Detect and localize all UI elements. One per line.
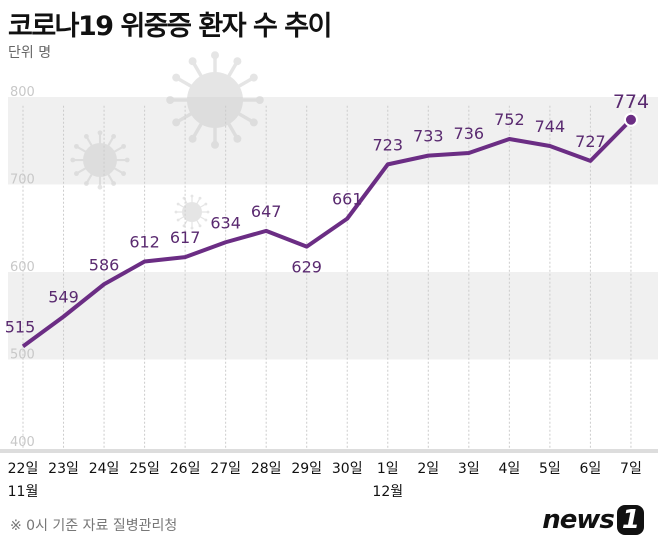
y-tick-label: 800 <box>10 85 35 100</box>
x-tick-label: 22일 <box>8 461 39 477</box>
data-label: 549 <box>48 288 79 307</box>
y-tick-label: 700 <box>10 173 35 188</box>
y-tick-label: 400 <box>10 435 35 450</box>
data-label: 733 <box>413 127 444 146</box>
data-label: 617 <box>170 228 201 247</box>
x-tick-label: 23일 <box>48 461 79 477</box>
data-label: 629 <box>291 258 322 277</box>
x-tick-label: 30일 <box>332 461 363 477</box>
x-tick-label: 7일 <box>620 461 642 477</box>
y-tick-label: 500 <box>10 348 35 363</box>
x-tick-label: 26일 <box>170 461 201 477</box>
chart-title: 코로나19 위중증 환자 수 추이 <box>8 11 332 42</box>
data-label: 634 <box>210 213 241 232</box>
source-note: ※ 0시 기준 자료 질병관리청 <box>10 518 178 534</box>
data-label: 612 <box>129 233 160 252</box>
data-label: 723 <box>372 135 403 154</box>
data-label: 752 <box>494 110 525 129</box>
data-label: 515 <box>5 317 36 336</box>
data-label: 727 <box>575 132 606 151</box>
month-label: 11월 <box>8 484 39 500</box>
data-label: 586 <box>89 255 120 274</box>
data-label: 736 <box>454 124 485 143</box>
virus-icon <box>174 194 210 230</box>
data-label: 774 <box>613 91 649 113</box>
virus-icon <box>70 130 130 190</box>
series-line <box>21 118 633 348</box>
x-tick-label: 6일 <box>580 461 602 477</box>
news1-logo: news 1 <box>542 505 644 535</box>
x-tick-label: 5일 <box>539 461 561 477</box>
x-tick-label: 4일 <box>498 461 520 477</box>
x-tick-label: 1일 <box>377 461 399 477</box>
virus-icon <box>166 51 264 149</box>
x-tick-label: 28일 <box>251 461 282 477</box>
x-tick-label: 24일 <box>89 461 120 477</box>
x-tick-label: 27일 <box>210 461 241 477</box>
data-label: 647 <box>251 202 282 221</box>
month-label: 12월 <box>372 484 403 500</box>
x-tick-label: 25일 <box>129 461 160 477</box>
x-tick-label: 29일 <box>291 461 322 477</box>
y-tick-label: 600 <box>10 260 35 275</box>
x-tick-label: 3일 <box>458 461 480 477</box>
data-label: 744 <box>535 117 566 136</box>
x-tick-label: 2일 <box>417 461 439 477</box>
data-label: 661 <box>332 190 363 209</box>
last-point-marker <box>623 112 638 127</box>
unit-label: 단위 명 <box>8 45 52 61</box>
